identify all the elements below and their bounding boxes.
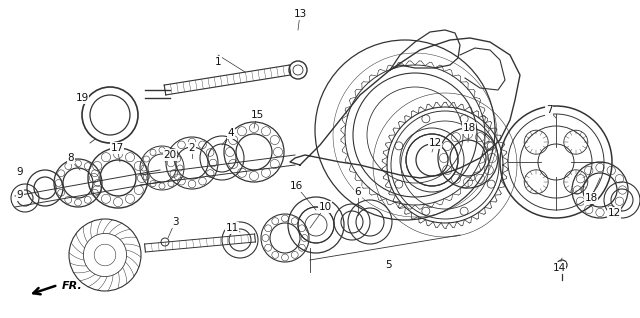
Text: 9: 9 (17, 167, 23, 177)
Text: 8: 8 (68, 153, 74, 163)
Text: 3: 3 (172, 217, 179, 227)
Text: 12: 12 (607, 208, 621, 218)
Text: 4: 4 (228, 128, 234, 138)
Text: 13: 13 (293, 9, 307, 19)
Text: 20: 20 (163, 150, 177, 160)
Text: 14: 14 (552, 263, 566, 273)
Text: 16: 16 (289, 181, 303, 191)
Text: 9: 9 (17, 190, 23, 200)
Text: FR.: FR. (62, 281, 83, 291)
Text: 7: 7 (546, 105, 552, 115)
Text: 2: 2 (189, 143, 195, 153)
Text: 19: 19 (76, 93, 88, 103)
Text: 15: 15 (250, 110, 264, 120)
Text: 18: 18 (462, 123, 476, 133)
Text: 11: 11 (225, 223, 239, 233)
Circle shape (90, 95, 130, 135)
Text: 17: 17 (110, 143, 124, 153)
Text: 1: 1 (214, 57, 221, 67)
Text: 10: 10 (319, 202, 332, 212)
Text: 12: 12 (428, 138, 442, 148)
Text: 5: 5 (385, 260, 391, 270)
Text: 6: 6 (355, 187, 362, 197)
Circle shape (82, 87, 138, 143)
Text: 18: 18 (584, 193, 598, 203)
